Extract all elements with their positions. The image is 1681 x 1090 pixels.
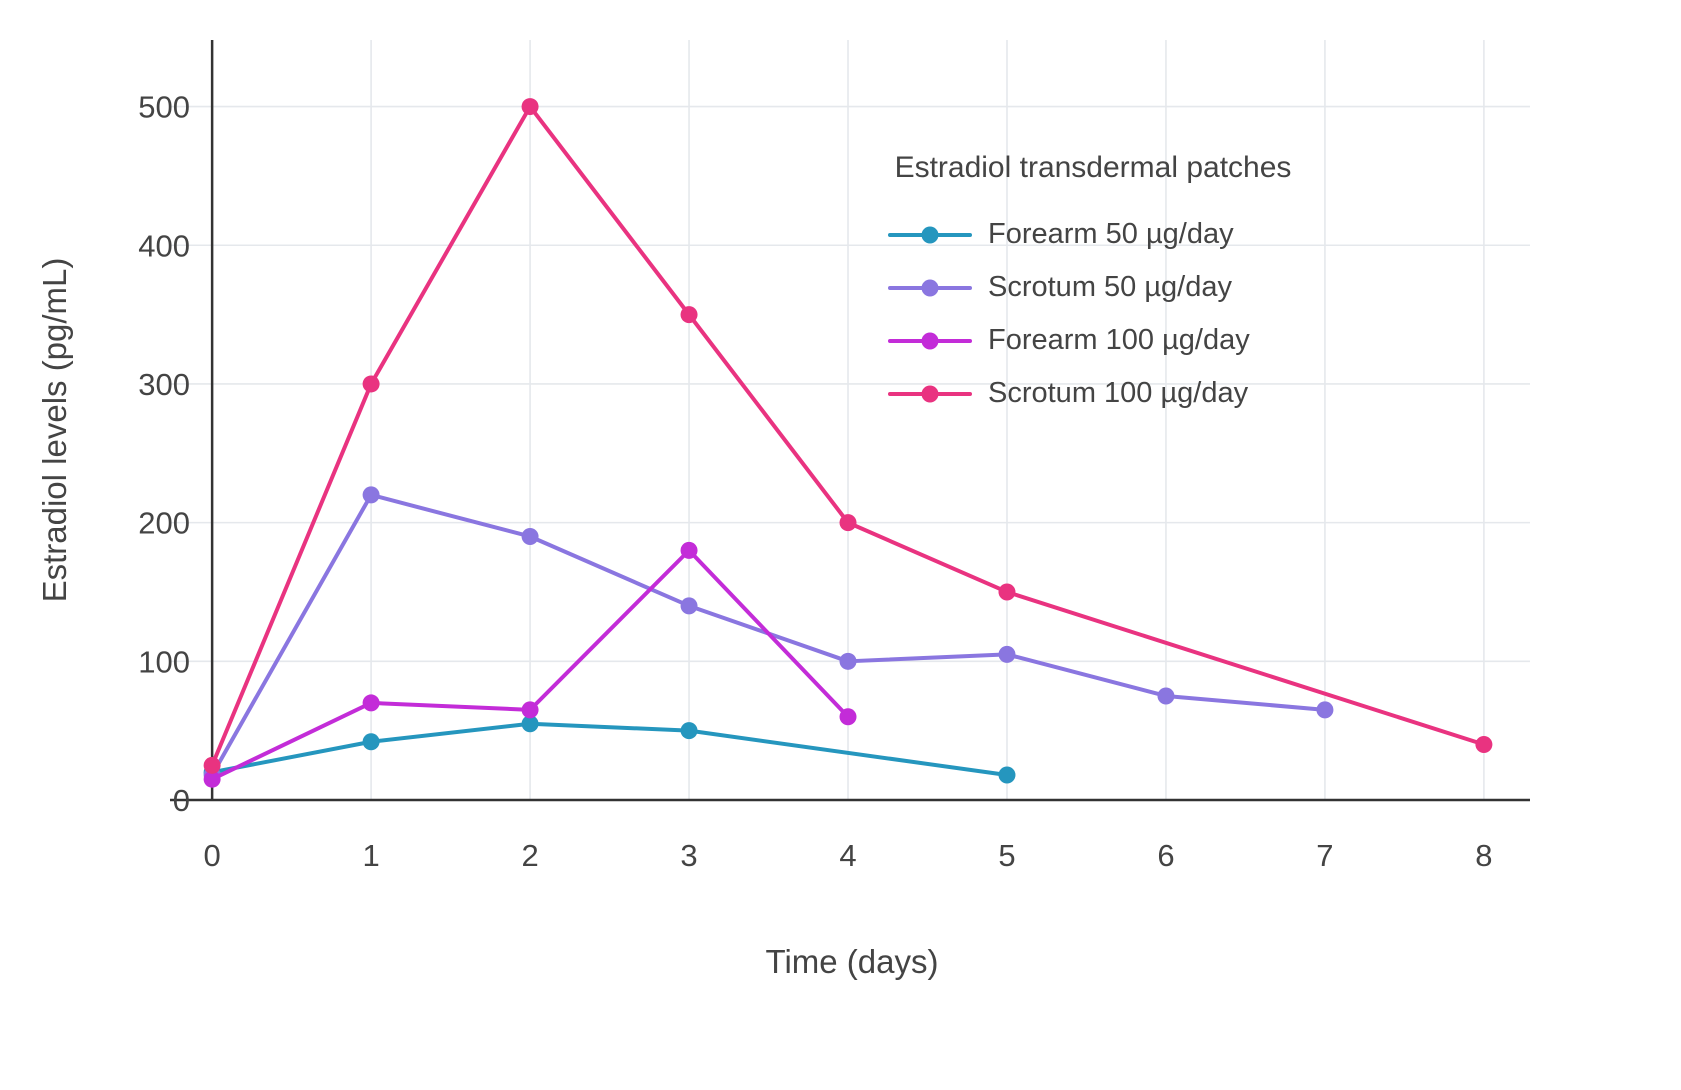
y-axis-title: Estradiol levels (pg/mL) <box>36 257 73 603</box>
series-marker-2 <box>839 708 857 726</box>
legend-entry-3[interactable]: Scrotum 100 µg/day <box>828 367 1358 420</box>
series-marker-1 <box>839 652 857 670</box>
series-marker-1 <box>680 597 698 615</box>
y-tick-label: 500 <box>138 90 190 125</box>
y-tick-label: 200 <box>138 506 190 541</box>
series-marker-3 <box>521 98 539 116</box>
legend-label: Scrotum 50 µg/day <box>988 271 1232 303</box>
series-marker-1 <box>1316 701 1334 719</box>
x-tick-label: 6 <box>1157 838 1174 873</box>
series-marker-1 <box>362 486 380 504</box>
legend-swatch-icon <box>888 278 972 298</box>
x-tick-label: 2 <box>521 838 538 873</box>
series-marker-1 <box>521 527 539 545</box>
series-marker-0 <box>998 766 1016 784</box>
series-marker-2 <box>680 541 698 559</box>
x-axis-title: Time (days) <box>765 943 939 980</box>
x-tick-label: 3 <box>680 838 697 873</box>
x-tick-label: 0 <box>204 838 221 873</box>
legend-swatch-icon <box>888 331 972 351</box>
series-marker-3 <box>998 583 1016 601</box>
series-marker-0 <box>680 722 698 740</box>
legend-label: Scrotum 100 µg/day <box>988 377 1249 409</box>
legend-entry-2[interactable]: Forearm 100 µg/day <box>828 314 1358 367</box>
x-tick-label: 7 <box>1316 838 1333 873</box>
series-marker-0 <box>362 733 380 751</box>
series-marker-2 <box>362 694 380 712</box>
series-marker-2 <box>203 770 221 788</box>
legend-swatch-icon <box>888 225 972 245</box>
series-line-0 <box>210 721 1009 778</box>
legend-entry-1[interactable]: Scrotum 50 µg/day <box>828 261 1358 314</box>
legend-entry-0[interactable]: Forearm 50 µg/day <box>828 208 1358 261</box>
legend-title: Estradiol transdermal patches <box>894 151 1292 184</box>
y-tick-label: 0 <box>173 783 190 818</box>
series-marker-0 <box>521 715 539 733</box>
legend-swatch-icon <box>888 384 972 404</box>
series-marker-3 <box>1475 736 1493 754</box>
y-tick-label: 400 <box>138 228 190 263</box>
series-marker-3 <box>839 514 857 532</box>
x-tick-label: 4 <box>839 838 856 873</box>
series-marker-1 <box>998 645 1016 663</box>
series-marker-1 <box>1157 687 1175 705</box>
legend-label: Forearm 100 µg/day <box>988 324 1250 356</box>
legend-entries: Forearm 50 µg/day Scrotum 50 µg/day Forear… <box>828 208 1358 420</box>
y-tick-label: 100 <box>138 644 190 679</box>
series-marker-2 <box>521 701 539 719</box>
series-marker-3 <box>362 375 380 393</box>
y-tick-label: 300 <box>138 367 190 402</box>
x-tick-label: 5 <box>998 838 1015 873</box>
series-marker-3 <box>203 756 221 774</box>
series-marker-3 <box>680 306 698 324</box>
legend-label: Forearm 50 µg/day <box>988 218 1234 250</box>
legend: Estradiol transdermal patches Forearm 50… <box>828 148 1358 420</box>
x-tick-label: 8 <box>1475 838 1492 873</box>
x-tick-label: 1 <box>362 838 379 873</box>
